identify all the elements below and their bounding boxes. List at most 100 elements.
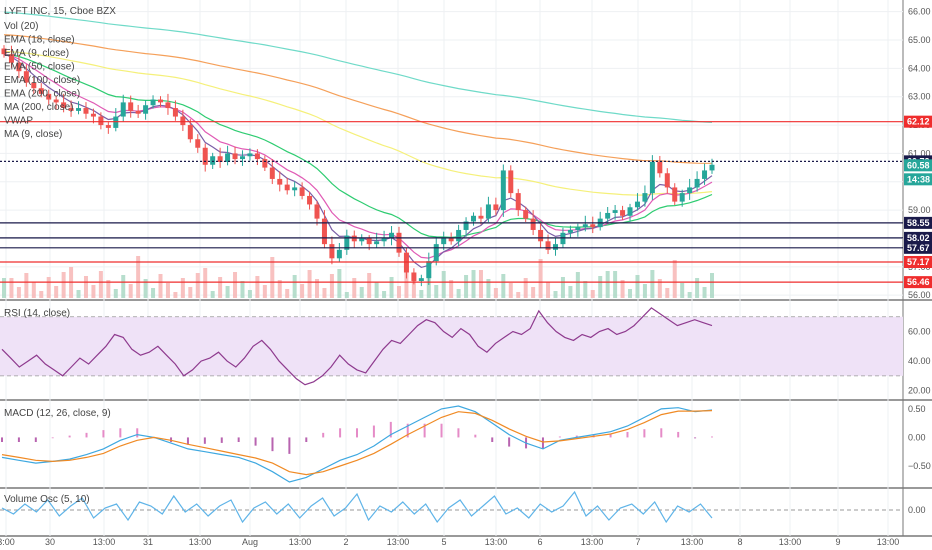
candle-body: [336, 249, 342, 259]
candle-body: [195, 139, 201, 148]
macd-histogram-bar: [711, 436, 713, 438]
candle-body: [299, 187, 305, 196]
volume-bar: [426, 276, 431, 298]
price-tag-label: 56.46: [907, 277, 930, 287]
volume-bar: [628, 289, 633, 298]
time-tick-label: 5: [441, 537, 446, 547]
candle-body: [38, 88, 44, 94]
candle-body: [247, 153, 253, 157]
volume-bar: [501, 274, 506, 298]
macd-histogram-bar: [423, 423, 426, 438]
candle-body: [31, 82, 37, 89]
volume-bar: [560, 277, 565, 298]
volume-bar: [121, 275, 126, 298]
volume-bar: [419, 290, 424, 298]
countdown-label: 14:38: [907, 174, 930, 184]
price-tick-label: 61.00: [908, 148, 931, 158]
volume-bar: [441, 271, 446, 298]
volume-osc-pane-title[interactable]: Volume Osc (5, 10): [4, 494, 90, 505]
macd-histogram-bar: [541, 437, 544, 449]
macd-histogram-bar: [85, 432, 88, 438]
candle-body: [575, 227, 581, 230]
macd-histogram-bar: [356, 428, 358, 438]
candle-body: [649, 161, 655, 194]
volume-bar: [590, 290, 595, 298]
candle-body: [366, 238, 372, 245]
volume-bar: [240, 281, 245, 298]
volume-bar: [61, 272, 66, 298]
candle-body: [135, 110, 141, 114]
volume-bar: [83, 276, 88, 298]
candle-body: [582, 224, 588, 228]
time-tick-label: 8: [737, 537, 742, 547]
macd-histogram-bar: [558, 436, 561, 438]
rsi-pane-title[interactable]: RSI (14, close): [4, 308, 70, 319]
volume-bar: [218, 277, 223, 298]
candle-body: [463, 221, 469, 230]
candle-body: [627, 207, 633, 216]
time-tick-label: 13:00: [779, 537, 802, 547]
volume-bar: [367, 273, 372, 298]
volume-bar: [233, 272, 238, 298]
candle-body: [672, 187, 678, 202]
volume-bar: [508, 283, 513, 298]
price-tick-label: 59.00: [908, 205, 931, 215]
volume-bar: [396, 286, 401, 298]
candle-body: [180, 116, 186, 126]
candle-body: [120, 102, 126, 117]
volume-bar: [605, 271, 610, 298]
macd-histogram-bar: [34, 437, 37, 442]
candle-body: [381, 238, 387, 242]
candle-body: [165, 102, 171, 109]
volume-bar: [680, 283, 685, 298]
volume-bar: [255, 276, 260, 298]
legend-item: EMA (100, close): [4, 75, 80, 86]
candle-body: [396, 232, 402, 253]
candle-body: [538, 229, 544, 242]
volume-bar: [292, 275, 297, 298]
macd-histogram-bar: [305, 437, 308, 442]
candle-body: [307, 195, 313, 205]
candle-body: [508, 170, 514, 194]
candle-body: [143, 105, 149, 114]
volume-bar: [307, 270, 312, 298]
candle-body: [411, 272, 417, 281]
symbol-title[interactable]: LYFT INC, 15, Cboe BZX: [4, 6, 116, 17]
volume-bar: [687, 292, 692, 298]
volume-bar: [598, 276, 603, 298]
volume-bar: [203, 268, 208, 298]
time-axis[interactable]: 3:00 30 13:00 31 13:00 Aug 13:00 2 13:00 5 13:00 6 1…: [0, 537, 899, 547]
volume-bar: [493, 288, 498, 298]
volume-osc-line: [1, 490, 713, 524]
time-tick-label: 13:00: [189, 537, 212, 547]
candle-body: [426, 261, 432, 279]
candlesticks[interactable]: [1, 45, 715, 287]
volume-bar: [54, 286, 59, 298]
candle-body: [83, 108, 89, 114]
volume-bar: [456, 289, 461, 298]
macd-histogram-bar: [457, 428, 460, 438]
macd-histogram-bar: [322, 432, 325, 438]
volume-bar: [277, 280, 282, 298]
volume-bar: [702, 287, 707, 298]
rsi-tick-label: 60.00: [908, 327, 931, 337]
volume-bar: [531, 287, 536, 298]
indicator-panes: [0, 307, 903, 524]
candle-body: [128, 102, 134, 111]
volume-bar: [270, 257, 275, 298]
volume-bar: [359, 287, 364, 298]
macd-histogram-bar: [609, 433, 612, 438]
volume-bar: [180, 278, 185, 298]
candle-body: [344, 235, 350, 250]
price-axis[interactable]: 66.0065.0064.0063.0062.0061.0060.0059.00…: [904, 7, 932, 515]
candle-body: [634, 201, 640, 208]
volume-bar: [195, 273, 200, 298]
candle-body: [284, 184, 290, 191]
volume-bar: [620, 280, 625, 298]
candle-body: [1, 48, 7, 55]
legend-item: EMA (18, close): [4, 35, 75, 46]
candle-body: [709, 164, 715, 171]
macd-pane-title[interactable]: MACD (12, 26, close, 9): [4, 408, 111, 419]
time-tick-label: 7: [635, 537, 640, 547]
